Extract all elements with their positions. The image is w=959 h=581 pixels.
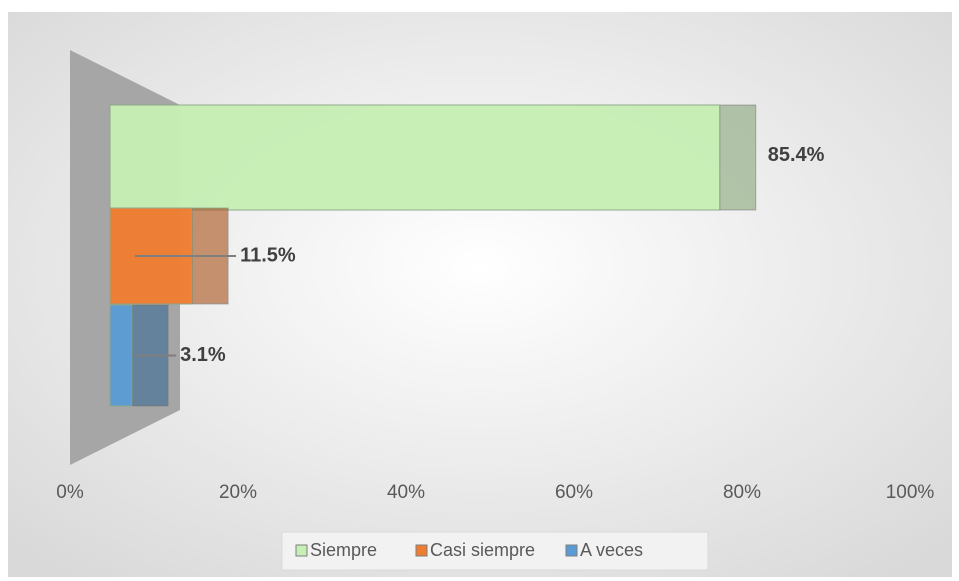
legend-swatch [565,544,578,557]
legend-label: Casi siempre [430,540,535,560]
x-tick-label: 40% [387,482,425,503]
x-tick-label: 20% [219,482,257,503]
x-tick-label: 100% [886,482,935,503]
value-label: 85.4% [768,144,825,166]
value-label: 3.1% [180,344,226,366]
bar-side [719,105,756,210]
legend-swatch [415,544,428,557]
x-tick-label: 60% [555,482,593,503]
x-tick-label: 0% [56,482,84,503]
legend-box [281,531,709,571]
bar [109,104,721,211]
legend-swatch [295,544,308,557]
bar [109,304,133,407]
legend-label: A veces [580,540,643,560]
value-label: 11.5% [240,244,296,266]
legend-label: Siempre [310,540,377,560]
x-tick-label: 80% [723,482,761,503]
